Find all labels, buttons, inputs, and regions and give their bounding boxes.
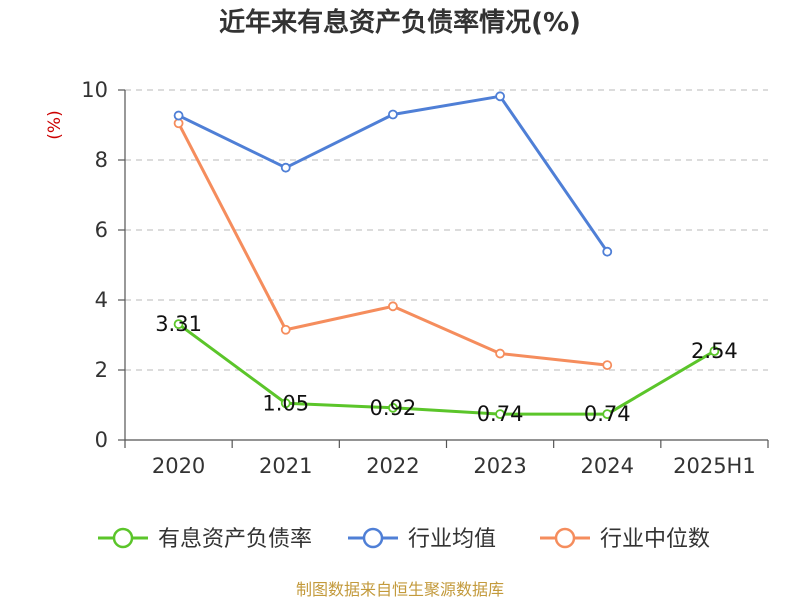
data-point — [280, 162, 291, 173]
data-point — [602, 246, 613, 257]
data-point — [280, 398, 291, 409]
x-tick-label: 2022 — [366, 454, 419, 478]
x-tick-label: 2021 — [259, 454, 312, 478]
series-layer: 3.31 1.05 0.92 0.74 0.74 2.54 — [155, 91, 738, 426]
data-point — [388, 109, 398, 120]
series-2 — [173, 118, 613, 371]
data-point — [173, 319, 184, 330]
x-tick-label: 2024 — [581, 454, 634, 478]
data-label: 3.31 — [155, 312, 202, 336]
series-1 — [173, 91, 613, 257]
data-point — [388, 301, 398, 312]
legend: 有息资产负债率 行业均值 行业中位数 — [98, 527, 710, 552]
chart-title: 近年来有息资产负债率情况(%) — [219, 7, 581, 38]
legend-marker — [112, 527, 134, 549]
data-label: 0.74 — [584, 402, 631, 426]
legend-item: 行业均值 — [348, 527, 496, 552]
y-tick-label: 8 — [95, 148, 108, 172]
legend-item: 行业中位数 — [540, 527, 710, 552]
grid-lines — [125, 89, 768, 371]
legend-label: 行业均值 — [408, 527, 496, 552]
y-tick-label: 6 — [95, 218, 108, 242]
data-label: 0.74 — [477, 402, 524, 426]
data-point — [602, 409, 613, 420]
series-line — [177, 94, 609, 253]
data-label: 2.54 — [691, 339, 738, 363]
legend-marker — [554, 527, 576, 549]
data-point — [602, 360, 613, 371]
legend-item: 有息资产负债率 — [98, 527, 312, 552]
legend-marker — [362, 527, 384, 549]
series-0: 3.31 1.05 0.92 0.74 0.74 2.54 — [155, 312, 738, 426]
x-tick-label: 2020 — [152, 454, 205, 478]
legend-label: 有息资产负债率 — [158, 527, 312, 552]
source-note: 制图数据来自恒生聚源数据库 — [296, 580, 504, 599]
y-tick-label: 4 — [95, 288, 108, 312]
data-point — [280, 324, 291, 335]
data-label: 0.92 — [370, 396, 417, 420]
x-tick-label: 2023 — [473, 454, 526, 478]
axes: 0 2 4 6 8 10 2020 2021 2022 2023 2024 2025H1 — [81, 78, 769, 478]
data-label: 1.05 — [262, 391, 309, 415]
y-tick-label: 2 — [95, 358, 108, 382]
y-axis-label: (%) — [45, 110, 65, 139]
y-tick-label: 0 — [95, 428, 108, 452]
x-tick-label: 2025H1 — [673, 454, 756, 478]
legend-label: 行业中位数 — [600, 527, 710, 552]
series-line — [177, 322, 716, 416]
data-point — [709, 346, 720, 357]
data-point — [495, 91, 505, 102]
data-point — [495, 409, 505, 420]
data-point — [388, 402, 398, 413]
data-point — [495, 348, 505, 359]
y-tick-label: 10 — [81, 78, 108, 102]
data-point — [173, 110, 184, 121]
